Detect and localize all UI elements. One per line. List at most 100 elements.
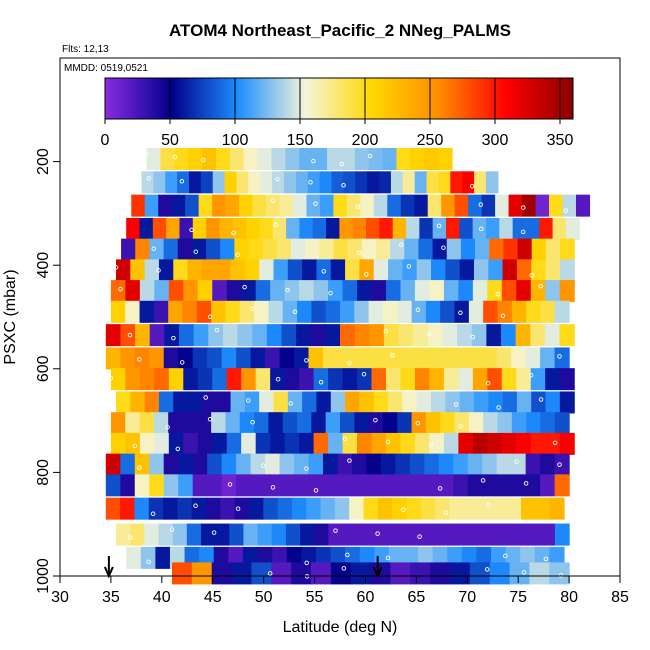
heatmap-cell xyxy=(212,368,228,391)
heatmap-cell xyxy=(316,391,332,414)
heatmap-cell xyxy=(409,453,425,476)
heatmap-cell xyxy=(531,391,547,414)
sample-marker xyxy=(529,273,534,278)
sample-marker xyxy=(557,354,562,359)
sample-marker xyxy=(345,552,350,558)
heatmap-cell xyxy=(554,523,570,546)
heatmap-cell xyxy=(322,453,339,476)
heatmap-cell xyxy=(535,497,551,520)
sample-marker xyxy=(321,269,327,274)
heatmap-cell xyxy=(357,432,373,455)
heatmap-cell xyxy=(435,497,451,520)
heatmap-cell xyxy=(131,194,146,217)
colorbar-tick-label: 200 xyxy=(352,132,379,149)
y-tick-label: 600 xyxy=(35,355,52,382)
heatmap-cell xyxy=(469,562,491,585)
heatmap-cell xyxy=(540,347,556,370)
heatmap-cell xyxy=(312,217,327,240)
heatmap-cell xyxy=(565,217,580,240)
sample-marker xyxy=(246,398,251,403)
heatmap-cell xyxy=(366,474,382,497)
heatmap-cell xyxy=(361,238,377,261)
heatmap-cell xyxy=(453,347,469,370)
heatmap-cell xyxy=(427,324,444,347)
heatmap-cell xyxy=(485,217,500,240)
heatmap-cell xyxy=(325,412,341,435)
dates-label: MMDD: 0519,0521 xyxy=(64,63,148,74)
heatmap-cell xyxy=(473,391,489,414)
heatmap-cell xyxy=(192,474,208,497)
heatmap-cell xyxy=(346,194,361,217)
heatmap-cell xyxy=(459,259,475,282)
heatmap-cell xyxy=(501,432,517,455)
sample-marker xyxy=(175,446,181,452)
heatmap-cell xyxy=(270,368,286,391)
heatmap-cell xyxy=(200,523,216,546)
heatmap-cell xyxy=(445,259,461,282)
heatmap-cell xyxy=(168,300,184,323)
heatmap-cell xyxy=(273,259,289,282)
heatmap-cell xyxy=(221,347,237,370)
sample-marker xyxy=(333,528,338,533)
heatmap-cell xyxy=(351,474,368,497)
heatmap-cell xyxy=(201,391,217,414)
heatmap-cell xyxy=(512,217,527,240)
sample-marker xyxy=(304,358,309,363)
heatmap-row xyxy=(105,497,565,520)
heatmap-cell xyxy=(255,368,271,391)
sample-marker xyxy=(417,534,422,539)
heatmap-cell xyxy=(252,324,268,347)
heatmap-cell xyxy=(467,453,483,476)
heatmap-cell xyxy=(196,300,212,323)
heatmap-cell xyxy=(427,523,443,546)
heatmap-cell xyxy=(126,546,142,569)
heatmap-cell xyxy=(559,259,575,282)
heatmap-cell xyxy=(212,171,226,194)
sample-marker xyxy=(503,553,508,559)
heatmap-cell xyxy=(432,217,447,240)
heatmap-cell xyxy=(392,497,408,520)
sample-marker xyxy=(436,223,442,229)
heatmap-cell xyxy=(429,432,445,455)
y-tick-label: 400 xyxy=(35,252,52,279)
heatmap-cell xyxy=(282,300,298,323)
heatmap-cell xyxy=(392,217,407,240)
heatmap-cell xyxy=(559,391,575,414)
heatmap-cell xyxy=(291,238,306,261)
heatmap-cell xyxy=(345,391,361,414)
heatmap-cell xyxy=(357,280,373,303)
heatmap-cell xyxy=(225,194,240,217)
heatmap-cell xyxy=(360,194,375,217)
heatmap-cell xyxy=(160,148,175,171)
heatmap-cell xyxy=(402,171,416,194)
heatmap-cell xyxy=(395,474,411,497)
heatmap-row xyxy=(141,171,499,194)
heatmap-cell xyxy=(385,523,400,546)
heatmap-cell xyxy=(232,217,247,240)
heatmap-cell xyxy=(382,300,398,323)
heatmap-cell xyxy=(366,453,382,476)
heatmap-cell xyxy=(467,347,483,370)
heatmap-cell xyxy=(511,474,527,497)
heatmap-cell xyxy=(153,171,166,194)
sample-marker xyxy=(558,573,564,578)
x-tick-label: 45 xyxy=(204,589,222,606)
heatmap-cell xyxy=(416,259,432,282)
heatmap-cell xyxy=(198,194,213,217)
heatmap-cell xyxy=(168,432,184,455)
heatmap-cell xyxy=(284,368,300,391)
heatmap-cell xyxy=(369,324,385,347)
sample-marker xyxy=(113,265,119,270)
heatmap-row xyxy=(116,391,575,414)
heatmap-cell xyxy=(206,238,221,261)
heatmap-cell xyxy=(259,259,275,282)
heatmap-cell xyxy=(438,347,454,370)
heatmap-row xyxy=(126,217,580,240)
heatmap-cell xyxy=(340,148,356,171)
sample-marker xyxy=(415,307,421,313)
heatmap-cell xyxy=(340,324,356,347)
heatmap-cell xyxy=(139,412,155,435)
heatmap-cell xyxy=(168,368,184,391)
heatmap-cell xyxy=(134,474,150,497)
sample-marker xyxy=(308,180,313,185)
